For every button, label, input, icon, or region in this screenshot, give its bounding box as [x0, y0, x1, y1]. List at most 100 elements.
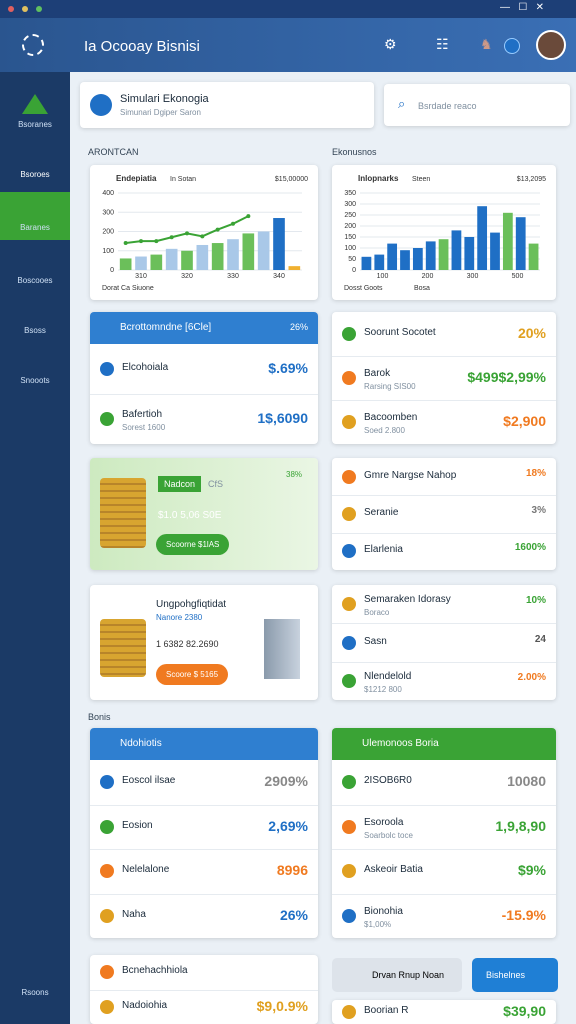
row-label: Seranie: [364, 507, 399, 518]
row-icon: [342, 864, 356, 879]
card: Bcrottomndne [6Cle] 26% Elcohoiala $.69% Baf…: [90, 312, 318, 444]
row-value: $39,90: [503, 1003, 546, 1019]
sidebar-item[interactable]: Bsoroes: [20, 170, 50, 179]
bar: [451, 230, 462, 270]
x-tick-label: 100: [377, 273, 389, 280]
bar: [196, 244, 209, 270]
legend-label: Bosa: [414, 285, 430, 292]
chart-subtitle: In Sotan: [170, 176, 196, 183]
chart-headline: $13,2095: [517, 176, 546, 183]
y-tick-label: 200: [344, 223, 356, 230]
row-icon: [342, 371, 356, 385]
title-bar: — ☐ ✕: [0, 0, 576, 18]
chart-title: Endepiatia: [116, 174, 157, 183]
row-icon: [342, 908, 356, 923]
y-tick-label: 100: [344, 245, 356, 252]
promo-value: 38%: [286, 470, 303, 479]
card-subtitle: Simunari Dgiper Saron: [120, 108, 201, 117]
x-tick-label: 200: [422, 273, 434, 280]
row-icon: [342, 544, 356, 559]
row-value: 10%: [525, 595, 546, 607]
header: Ia Ocooay Bisnisi ⚙ ☷ ♞: [0, 18, 576, 72]
row-value: 2909%: [264, 773, 308, 790]
button[interactable]: Drvan Rnup Noan: [332, 958, 462, 992]
row-icon: [342, 507, 356, 521]
icon[interactable]: ⚙: [384, 36, 397, 52]
row-label: Boorian R: [364, 1005, 409, 1016]
window-controls[interactable]: — ☐ ✕: [500, 2, 545, 13]
line-point: [139, 239, 143, 244]
card: Gmre Nargse Nahop 18% Seranie 3% Elarlenia 16…: [332, 458, 556, 570]
divider: [332, 356, 556, 357]
card-title: Simulari Ekonogia: [120, 93, 209, 105]
sidebar-item[interactable]: Bsoss: [24, 326, 46, 335]
divider: [90, 849, 318, 850]
promo-card: Nadcon CfS 38% $1.0 5,06 S0E Scoorne $1l…: [90, 458, 318, 570]
row-sub: Boraco: [364, 608, 390, 618]
sidebar-item[interactable]: Baranes: [20, 223, 50, 232]
row-icon: [342, 469, 356, 484]
card: Soorunt Socotet 20% Barok Rarsing SIS00 $499…: [332, 312, 556, 444]
divider: [332, 893, 556, 895]
button[interactable]: Bishelnes: [472, 958, 558, 992]
line-point: [123, 241, 128, 246]
row-label: Nelelalone: [122, 864, 170, 876]
section-label: Bonis: [88, 712, 111, 722]
row-sub: $1212 800: [364, 684, 402, 694]
row-icon: [100, 412, 114, 426]
row-label: Bionohia: [364, 905, 403, 917]
x-tick-label: 330: [227, 273, 239, 280]
line-point: [246, 214, 251, 219]
section-label: ARONTCAN: [88, 147, 139, 157]
row-value: 26%: [279, 906, 308, 923]
icon[interactable]: ♞: [480, 36, 493, 52]
bar: [464, 237, 475, 270]
row-icon: [100, 819, 114, 834]
promo-button[interactable]: Scoore $ 5165: [156, 664, 229, 685]
sidebar-item[interactable]: Boscooes: [17, 276, 53, 285]
row-icon: [342, 775, 356, 790]
sidebar-footer: Rsoons: [21, 988, 49, 997]
row-label: Barok: [364, 368, 391, 379]
bar: [374, 254, 385, 270]
row-value: $.69%: [268, 360, 308, 376]
bar: [119, 258, 132, 270]
tag: CfS: [208, 479, 224, 489]
bar: [502, 212, 513, 270]
bar: [477, 206, 488, 270]
sidebar-item[interactable]: Bsoranes: [18, 120, 52, 129]
icon[interactable]: ☷: [436, 36, 449, 52]
row-sub: $1,00%: [364, 919, 392, 929]
divider: [90, 893, 318, 895]
promo-button[interactable]: Scoorne $1lAS: [156, 534, 230, 555]
promo-amount: $1.0 5,06 S0E: [158, 510, 222, 521]
row-icon: [100, 965, 114, 980]
sidebar-item[interactable]: Snooots: [20, 376, 50, 385]
y-tick-label: 350: [344, 190, 356, 197]
row-icon: [342, 635, 356, 650]
divider: [332, 849, 556, 850]
search-box[interactable]: ⌕ Bsrdade reaco: [384, 84, 570, 126]
bar: [515, 217, 526, 270]
avatar[interactable]: [536, 30, 566, 60]
row-label: Nlendelold: [364, 670, 412, 682]
row-icon: [100, 775, 114, 790]
row-label: Askeoir Batia: [364, 864, 423, 876]
bar: [257, 231, 270, 270]
row-label: Naha: [122, 908, 146, 920]
row-label: Esoroola: [364, 816, 404, 828]
row-value: 18%: [525, 467, 546, 479]
bar: [425, 241, 436, 270]
card: Ndohiotis Eoscol ilsae 2909% Eosion 2,69% Nel…: [90, 728, 318, 938]
row-value: 10080: [507, 773, 546, 790]
row-sub: Rarsing SIS00: [364, 382, 416, 391]
bar: [242, 233, 255, 270]
x-tick-label: 300: [467, 273, 479, 280]
row-label: Gmre Nargse Nahop: [364, 469, 457, 481]
line: [125, 215, 249, 245]
row-icon: [100, 999, 114, 1014]
row-label: Elcohoiala: [122, 362, 169, 373]
badge: Nadcon: [158, 476, 202, 492]
bar: [227, 239, 239, 270]
chart-title: Inlopnarks: [358, 174, 399, 183]
